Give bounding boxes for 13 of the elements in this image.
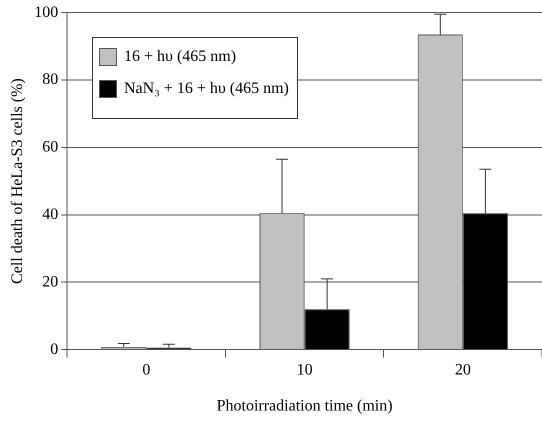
legend-label: NaN₃ + 16 + hυ (465 nm) [124,80,289,98]
legend-label: 16 + hυ (465 nm) [124,48,236,66]
x-tick-label: 0 [142,361,150,378]
x-axis-title: Photoirradiation time (min) [216,398,393,415]
x-tick-label: 10 [296,361,313,378]
y-tick-label: 100 [34,4,58,21]
y-tick-label: 40 [42,206,58,224]
x-tick-label: 20 [454,361,471,378]
y-tick-label: 0 [50,340,58,358]
y-axis-title: Cell death of HeLa-S3 cells (%) [8,78,26,284]
y-tick-label: 20 [42,273,58,290]
y-tick-label: 80 [42,71,58,88]
y-tick-label: 60 [42,138,58,156]
